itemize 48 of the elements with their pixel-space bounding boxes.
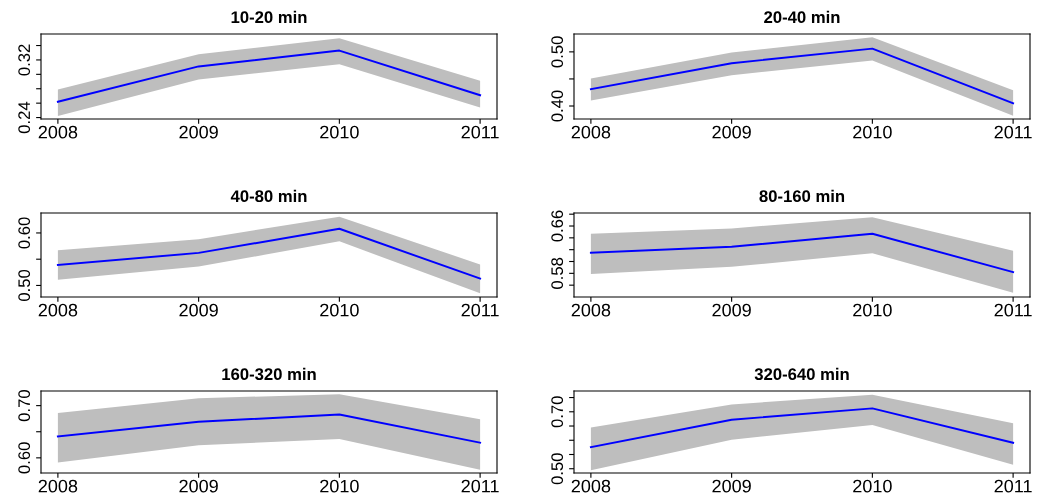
y-tick-label: 0.60	[18, 217, 31, 249]
y-tick-label: 0.50	[551, 36, 564, 68]
chart-title: 80-160 min	[759, 189, 845, 203]
y-tick-label: 0.70	[18, 390, 31, 422]
y-tick-label: 0.50	[18, 269, 31, 302]
x-tick-label: 2008	[38, 303, 78, 317]
y-tick-label: 0.66	[551, 210, 564, 242]
y-tick-label: 0.32	[18, 44, 31, 76]
y-tick-label: 0.50	[551, 453, 564, 485]
x-tick-label: 2008	[38, 125, 78, 139]
chart-title: 320-640 min	[754, 367, 849, 381]
x-tick-label: 2009	[179, 479, 218, 493]
x-tick-label: 2011	[461, 303, 499, 317]
y-tick-label: 0.70	[551, 396, 564, 428]
x-tick-label: 2008	[38, 479, 78, 493]
x-tick-label: 2010	[853, 125, 892, 139]
y-tick-label: 0.60	[18, 442, 31, 474]
chart-title: 10-20 min	[231, 10, 307, 24]
x-tick-label: 2009	[712, 479, 751, 493]
chart-title: 160-320 min	[222, 367, 316, 381]
x-tick-label: 2009	[179, 303, 218, 317]
x-tick-label: 2010	[320, 479, 359, 493]
y-tick-label: 0.24	[18, 101, 31, 134]
x-tick-label: 2011	[461, 125, 499, 139]
x-tick-label: 2011	[994, 479, 1032, 493]
x-tick-label: 2011	[994, 303, 1032, 317]
x-tick-label: 2011	[461, 479, 499, 493]
x-tick-label: 2008	[571, 303, 611, 317]
x-tick-label: 2010	[853, 479, 892, 493]
x-tick-label: 2009	[712, 125, 751, 139]
x-tick-label: 2010	[320, 125, 359, 139]
line-series	[589, 407, 1015, 449]
line-series	[589, 47, 1015, 105]
line-series	[56, 413, 482, 444]
line-series	[56, 227, 482, 280]
y-tick-label: 0.40	[551, 90, 564, 122]
x-tick-label: 2008	[571, 125, 611, 139]
y-tick-label: 0.58	[551, 257, 564, 289]
line-series	[589, 232, 1015, 274]
x-tick-label: 2010	[320, 303, 359, 317]
x-tick-label: 2011	[994, 125, 1032, 139]
x-tick-label: 2010	[853, 303, 892, 317]
chart-title: 40-80 min	[230, 189, 307, 203]
x-tick-label: 2009	[712, 303, 751, 317]
chart-title: 20-40 min	[764, 10, 840, 24]
line-series	[56, 49, 482, 103]
x-tick-label: 2008	[571, 479, 611, 493]
x-tick-label: 2009	[179, 125, 218, 139]
